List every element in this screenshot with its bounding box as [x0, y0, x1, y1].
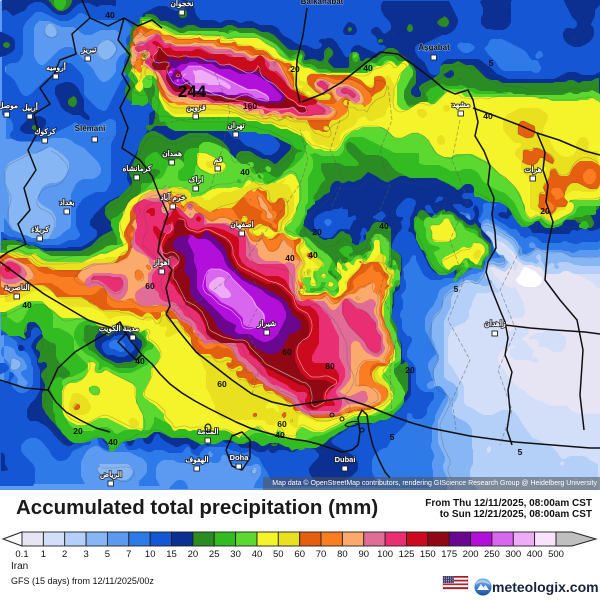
svg-text:70: 70: [316, 549, 327, 560]
svg-text:20: 20: [405, 365, 415, 375]
svg-text:244: 244: [178, 82, 207, 101]
svg-text:100: 100: [377, 549, 393, 560]
svg-text:300: 300: [505, 549, 521, 560]
svg-text:شيراز: شيراز: [257, 319, 277, 329]
svg-text:60: 60: [145, 281, 155, 291]
svg-text:اراک: اراک: [189, 175, 204, 185]
svg-text:150: 150: [420, 549, 436, 560]
svg-text:40: 40: [285, 253, 295, 263]
svg-text:مشهد: مشهد: [452, 100, 470, 110]
svg-text:200: 200: [463, 549, 479, 560]
svg-text:60: 60: [294, 549, 305, 560]
svg-text:Balkanabat: Balkanabat: [301, 0, 344, 6]
svg-text:Dubai: Dubai: [335, 455, 356, 464]
svg-text:40: 40: [22, 300, 32, 310]
svg-text:5: 5: [105, 549, 110, 560]
svg-text:60: 60: [217, 379, 227, 389]
svg-text:قزوين: قزوين: [186, 103, 206, 113]
svg-text:80: 80: [337, 549, 348, 560]
svg-text:3: 3: [83, 549, 88, 560]
svg-text:20: 20: [188, 549, 199, 560]
svg-text:أروميه: أروميه: [46, 60, 66, 73]
svg-text:Doha: Doha: [230, 453, 250, 462]
svg-text:1: 1: [41, 549, 46, 560]
svg-text:20: 20: [73, 426, 83, 436]
svg-text:25: 25: [209, 549, 220, 560]
svg-text:بغداد: بغداد: [59, 198, 74, 207]
svg-text:هرات: هرات: [524, 165, 541, 175]
svg-text:40: 40: [275, 430, 285, 440]
svg-text:40: 40: [252, 549, 263, 560]
svg-text:80: 80: [325, 361, 335, 371]
svg-text:تهران: تهران: [227, 121, 245, 131]
svg-text:175: 175: [441, 549, 457, 560]
svg-text:40: 40: [308, 250, 318, 260]
svg-text:اهواز: اهواز: [153, 258, 170, 268]
svg-text:نخجوان: نخجوان: [170, 0, 193, 9]
svg-text:Aşgabat: Aşgabat: [418, 43, 450, 52]
svg-text:2: 2: [62, 549, 67, 560]
svg-text:40: 40: [483, 111, 493, 121]
svg-text:20: 20: [540, 206, 550, 216]
svg-text:20: 20: [312, 227, 322, 237]
svg-text:125: 125: [399, 549, 415, 560]
svg-text:الناصرية: الناصرية: [4, 283, 30, 293]
svg-text:40: 40: [363, 63, 373, 73]
svg-text:كرمانشاه: كرمانشاه: [122, 164, 151, 174]
svg-text:40: 40: [108, 437, 118, 447]
svg-text:7: 7: [126, 549, 131, 560]
svg-text:الهفوف: الهفوف: [185, 455, 208, 465]
svg-text:كربلاء: كربلاء: [31, 225, 49, 235]
svg-text:40: 40: [135, 356, 145, 366]
svg-text:تبريز: تبريز: [81, 45, 98, 55]
svg-text:30: 30: [230, 549, 241, 560]
svg-text:5: 5: [489, 58, 494, 68]
svg-text:خرم آباد: خرم آباد: [160, 191, 186, 203]
svg-text:0.1: 0.1: [15, 549, 28, 560]
svg-text:400: 400: [527, 549, 543, 560]
svg-text:90: 90: [359, 549, 370, 560]
svg-text:5: 5: [390, 432, 395, 442]
svg-text:5: 5: [454, 284, 459, 294]
svg-text:50: 50: [273, 549, 284, 560]
svg-text:5: 5: [518, 447, 523, 457]
svg-text:250: 250: [484, 549, 500, 560]
svg-text:الرياض: الرياض: [100, 470, 122, 480]
svg-text:كركوك: كركوك: [34, 127, 56, 137]
svg-text:500: 500: [548, 549, 564, 560]
svg-text:أربيل: أربيل: [22, 100, 38, 113]
svg-text:60: 60: [282, 347, 292, 357]
svg-text:اصفهان: اصفهان: [230, 220, 254, 230]
svg-text:همدان: همدان: [162, 149, 182, 158]
svg-text:Slêmanî: Slêmanî: [75, 124, 106, 133]
svg-text:موصل: موصل: [0, 101, 18, 111]
svg-text:10: 10: [145, 549, 156, 560]
svg-text:15: 15: [166, 549, 177, 560]
svg-text:40: 40: [105, 10, 115, 20]
svg-text:160: 160: [243, 101, 257, 111]
svg-text:20: 20: [290, 64, 300, 74]
svg-text:زاهدان: زاهدان: [484, 319, 506, 329]
svg-text:40: 40: [240, 167, 250, 177]
svg-text:قم: قم: [214, 155, 223, 165]
svg-text:40: 40: [379, 221, 389, 231]
svg-text:60: 60: [277, 419, 287, 429]
svg-text:مدينة الكويت: مدينة الكويت: [99, 324, 139, 334]
